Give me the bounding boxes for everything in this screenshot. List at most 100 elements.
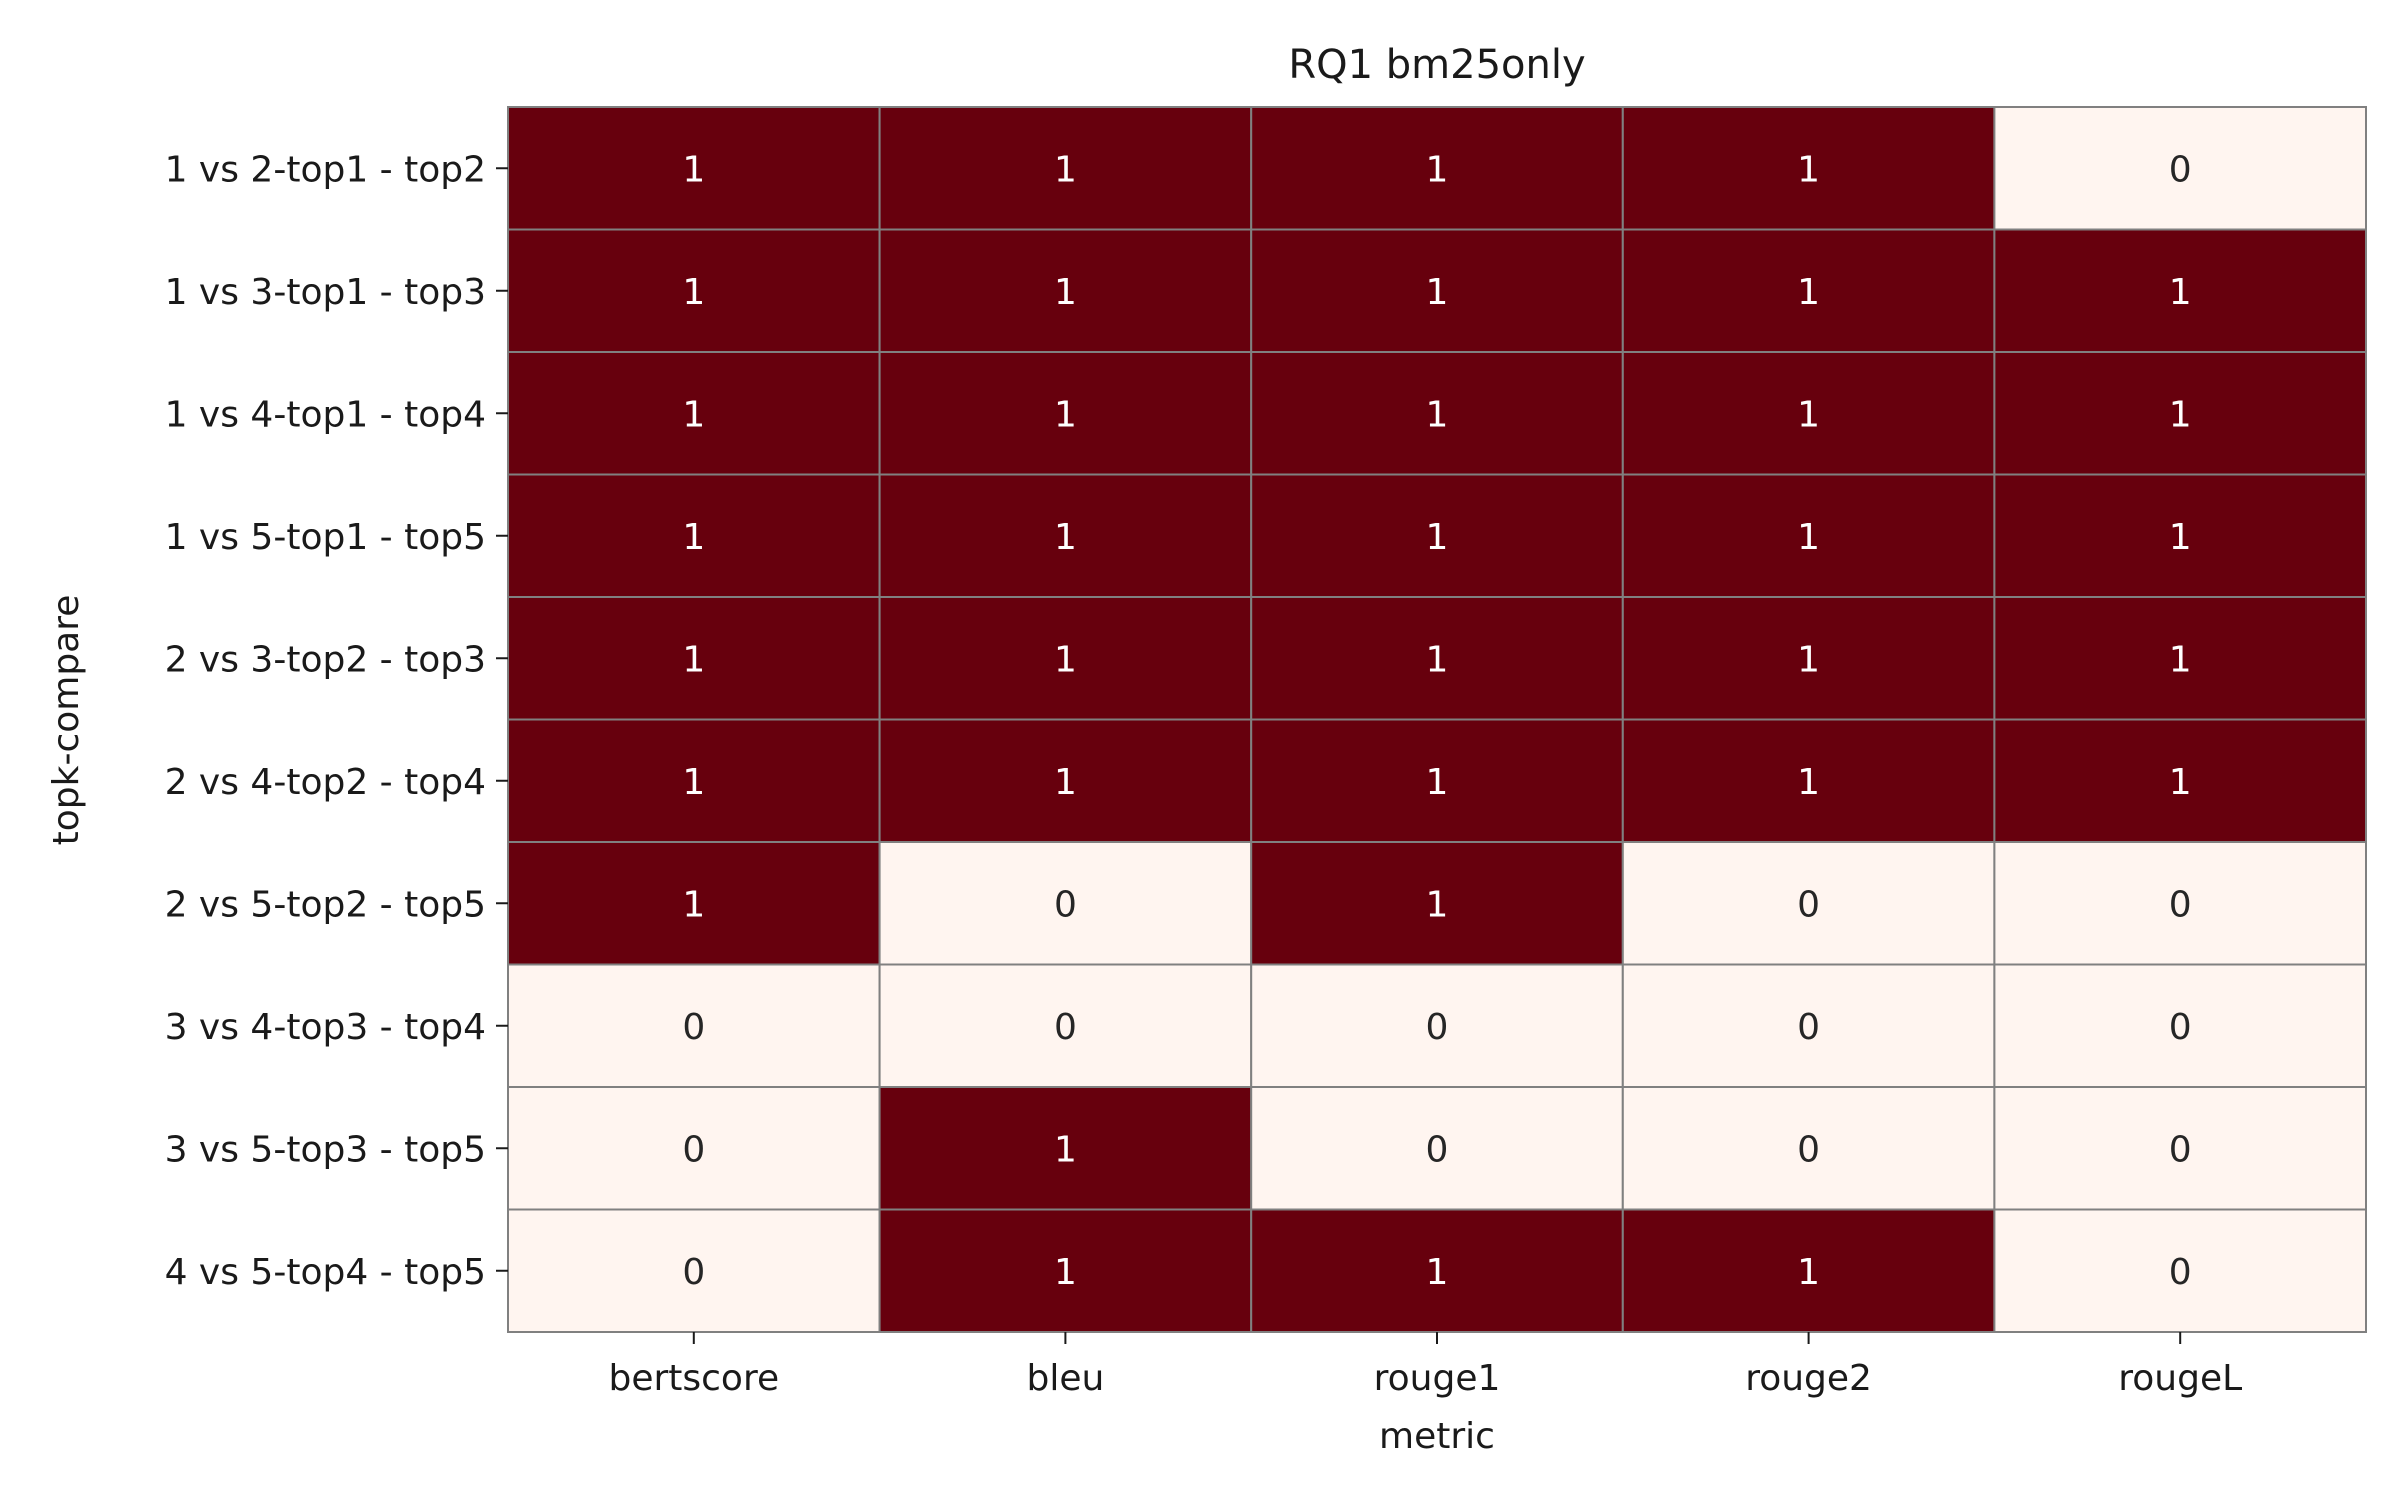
cell-value-label: 0 [1054, 1007, 1077, 1048]
heatmap-cell [1621, 1208, 1996, 1333]
y-tick-label: 2 vs 4-top2 - top4 [165, 762, 486, 803]
heatmap-cell [1621, 351, 1996, 476]
heatmap-cell [507, 106, 881, 231]
heatmap-cell [878, 1086, 1253, 1211]
cell-value-label: 0 [2169, 884, 2192, 925]
cell-value-label: 1 [1797, 394, 1820, 435]
cell-value-label: 1 [682, 762, 705, 803]
heatmap-cell [1993, 1086, 2368, 1211]
cell-value-label: 1 [2169, 639, 2192, 680]
heatmap-cell [1993, 351, 2368, 476]
cell-value-label: 1 [1426, 517, 1449, 558]
heatmap-cell [507, 596, 881, 721]
y-tick-label: 1 vs 5-top1 - top5 [165, 517, 486, 558]
y-axis: 1 vs 2-top1 - top2 1 vs 3-top1 - top3 1 vs… [165, 149, 508, 1293]
cell-value-label: 1 [2169, 762, 2192, 803]
cell-value-label: 0 [2169, 1007, 2192, 1048]
cell-value-label: 1 [1054, 517, 1077, 558]
heatmap-cell [1621, 718, 1996, 843]
cell-value-label: 0 [1054, 884, 1077, 925]
heatmap-cell [1993, 1208, 2368, 1333]
cell-value-label: 1 [2169, 272, 2192, 313]
cell-value-label: 1 [1797, 639, 1820, 680]
heatmap-cell [507, 963, 881, 1088]
y-tick-label: 2 vs 5-top2 - top5 [165, 884, 486, 925]
chart-title: RQ1 bm25only [1288, 42, 1585, 88]
heatmap-cell-labels: 1 1 1 1 0 1 1 1 1 1 1 1 1 1 1 1 1 1 1 1 1 1 1 1 1 1 1 1 1 1 1 0 1 0 0 0 0 0 0 0… [682, 149, 2191, 1293]
cell-value-label: 0 [2169, 1252, 2192, 1293]
cell-value-label: 1 [1054, 394, 1077, 435]
cell-value-label: 1 [1054, 762, 1077, 803]
x-tick-label: bertscore [608, 1358, 779, 1399]
heatmap-cell [878, 351, 1253, 476]
cell-value-label: 1 [2169, 517, 2192, 558]
cell-value-label: 1 [1426, 394, 1449, 435]
heatmap-cell [878, 1208, 1253, 1333]
cell-value-label: 1 [1797, 517, 1820, 558]
x-tick-label: bleu [1026, 1358, 1104, 1399]
y-tick-label: 1 vs 4-top1 - top4 [165, 394, 486, 435]
cell-value-label: 1 [1426, 884, 1449, 925]
y-tick-label: 2 vs 3-top2 - top3 [165, 639, 486, 680]
heatmap-cell [507, 1208, 881, 1333]
cell-value-label: 1 [1426, 272, 1449, 313]
heatmap-cell [507, 841, 881, 966]
cell-value-label: 1 [1797, 149, 1820, 190]
cell-value-label: 1 [682, 394, 705, 435]
heatmap-cell [878, 718, 1253, 843]
x-tick-label: rougeL [2118, 1358, 2242, 1399]
y-tick-label: 4 vs 5-top4 - top5 [165, 1252, 486, 1293]
cell-value-label: 1 [682, 272, 705, 313]
heatmap-cell [1250, 1208, 1624, 1333]
heatmap-cell [1993, 841, 2368, 966]
heatmap-cell [878, 963, 1253, 1088]
cell-value-label: 0 [682, 1252, 705, 1293]
heatmap-cells [507, 106, 2368, 1333]
cell-value-label: 0 [1426, 1129, 1449, 1170]
heatmap-cell [878, 473, 1253, 598]
cell-value-label: 0 [2169, 1129, 2192, 1170]
heatmap-cell [1250, 1086, 1624, 1211]
cell-value-label: 1 [682, 517, 705, 558]
heatmap-cell [1993, 473, 2368, 598]
cell-value-label: 1 [1054, 639, 1077, 680]
cell-value-label: 0 [682, 1007, 705, 1048]
cell-value-label: 1 [1426, 762, 1449, 803]
heatmap-cell [507, 228, 881, 353]
y-tick-label: 3 vs 4-top3 - top4 [165, 1007, 486, 1048]
y-tick-label: 1 vs 3-top1 - top3 [165, 272, 486, 313]
cell-value-label: 1 [1426, 639, 1449, 680]
cell-value-label: 0 [682, 1129, 705, 1170]
heatmap-cell [1250, 351, 1624, 476]
cell-value-label: 1 [682, 639, 705, 680]
cell-value-label: 1 [682, 884, 705, 925]
cell-value-label: 1 [1797, 762, 1820, 803]
x-axis-label: metric [1379, 1416, 1495, 1457]
cell-value-label: 1 [1054, 149, 1077, 190]
heatmap-cell [1621, 963, 1996, 1088]
cell-value-label: 0 [1797, 1129, 1820, 1170]
cell-value-label: 1 [2169, 394, 2192, 435]
heatmap-cell [878, 106, 1253, 231]
heatmap-cell [1250, 596, 1624, 721]
heatmap-cell [1250, 963, 1624, 1088]
cell-value-label: 1 [1426, 1252, 1449, 1293]
cell-value-label: 1 [1054, 1252, 1077, 1293]
y-tick-label: 1 vs 2-top1 - top2 [165, 149, 486, 190]
heatmap-cell [1250, 718, 1624, 843]
heatmap-cell [1250, 473, 1624, 598]
cell-value-label: 1 [1797, 1252, 1820, 1293]
heatmap-cell [1993, 963, 2368, 1088]
heatmap-cell [1250, 228, 1624, 353]
cell-value-label: 1 [1797, 272, 1820, 313]
cell-value-label: 1 [1426, 149, 1449, 190]
heatmap-cell [1621, 106, 1996, 231]
cell-value-label: 1 [682, 149, 705, 190]
heatmap-cell [1621, 473, 1996, 598]
heatmap-cell [1993, 596, 2368, 721]
x-tick-label: rouge2 [1745, 1358, 1872, 1399]
cell-value-label: 1 [1054, 1129, 1077, 1170]
heatmap-cell [1993, 228, 2368, 353]
y-tick-label: 3 vs 5-top3 - top5 [165, 1129, 486, 1170]
